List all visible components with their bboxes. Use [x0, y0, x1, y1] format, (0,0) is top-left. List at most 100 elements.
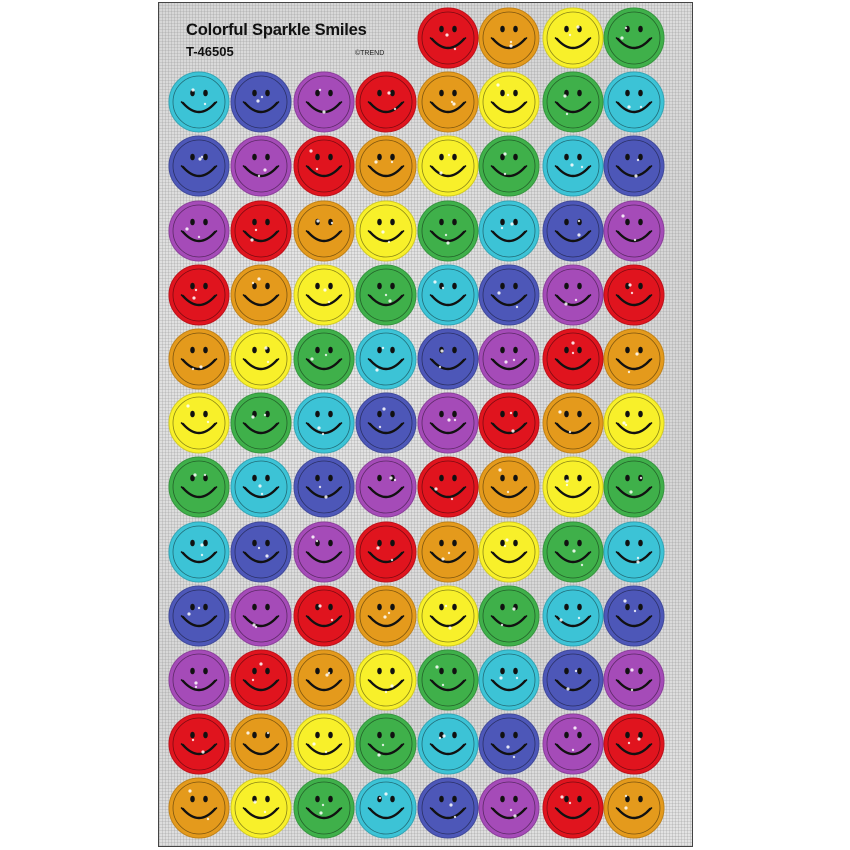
smiley-face-icon — [230, 71, 292, 133]
sticker-cyan — [542, 135, 604, 197]
smiley-face-icon — [478, 777, 540, 839]
smiley-face-icon — [603, 7, 665, 69]
sticker-yellow — [293, 264, 355, 326]
smiley-face-icon — [603, 456, 665, 518]
smiley-face-icon — [417, 7, 479, 69]
smiley-face-icon — [542, 521, 604, 583]
sticker-green — [603, 456, 665, 518]
sticker-cyan — [355, 328, 417, 390]
smiley-face-icon — [603, 777, 665, 839]
sticker-cyan — [355, 777, 417, 839]
smiley-face-icon — [478, 521, 540, 583]
sticker-orange — [603, 328, 665, 390]
smiley-face-icon — [542, 7, 604, 69]
smiley-face-icon — [542, 392, 604, 454]
sticker-yellow — [417, 585, 479, 647]
sticker-cyan — [603, 71, 665, 133]
smiley-face-icon — [417, 456, 479, 518]
sticker-yellow — [355, 200, 417, 262]
sticker-blue — [417, 777, 479, 839]
smiley-face-icon — [478, 328, 540, 390]
sticker-orange — [542, 392, 604, 454]
sticker-green — [355, 713, 417, 775]
smiley-face-icon — [417, 71, 479, 133]
sticker-purple — [603, 200, 665, 262]
smiley-face-icon — [603, 264, 665, 326]
sticker-orange — [603, 777, 665, 839]
smiley-face-icon — [230, 777, 292, 839]
sticker-blue — [293, 456, 355, 518]
smiley-face-icon — [603, 521, 665, 583]
sticker-green — [230, 392, 292, 454]
sticker-purple — [478, 777, 540, 839]
smiley-face-icon — [478, 649, 540, 711]
sticker-green — [168, 456, 230, 518]
smiley-face-icon — [603, 713, 665, 775]
smiley-face-icon — [293, 71, 355, 133]
sticker-green — [417, 200, 479, 262]
smiley-face-icon — [230, 456, 292, 518]
smiley-face-icon — [168, 264, 230, 326]
sticker-green — [355, 264, 417, 326]
smiley-face-icon — [478, 456, 540, 518]
smiley-face-icon — [478, 585, 540, 647]
sticker-blue — [603, 135, 665, 197]
smiley-face-icon — [417, 392, 479, 454]
sticker-yellow — [293, 713, 355, 775]
smiley-face-icon — [542, 328, 604, 390]
sticker-purple — [230, 585, 292, 647]
sticker-yellow — [168, 392, 230, 454]
sticker-orange — [230, 264, 292, 326]
sticker-orange — [355, 585, 417, 647]
sticker-orange — [168, 328, 230, 390]
sticker-blue — [230, 521, 292, 583]
sticker-blue — [603, 585, 665, 647]
sticker-red — [355, 521, 417, 583]
sticker-red — [478, 392, 540, 454]
smiley-face-icon — [355, 585, 417, 647]
sticker-purple — [355, 456, 417, 518]
sticker-red — [168, 264, 230, 326]
sticker-red — [230, 649, 292, 711]
sticker-yellow — [417, 135, 479, 197]
sticker-purple — [293, 521, 355, 583]
smiley-face-icon — [542, 649, 604, 711]
sticker-purple — [542, 264, 604, 326]
smiley-face-icon — [355, 649, 417, 711]
smiley-face-icon — [417, 777, 479, 839]
smiley-face-icon — [293, 713, 355, 775]
smiley-face-icon — [355, 200, 417, 262]
smiley-face-icon — [293, 649, 355, 711]
smiley-face-icon — [355, 456, 417, 518]
sticker-orange — [417, 71, 479, 133]
smiley-face-icon — [542, 264, 604, 326]
sticker-orange — [293, 200, 355, 262]
smiley-face-icon — [417, 264, 479, 326]
sticker-green — [542, 521, 604, 583]
sheet-title: Colorful Sparkle Smiles — [186, 21, 367, 39]
sticker-red — [293, 135, 355, 197]
smiley-face-icon — [478, 7, 540, 69]
smiley-face-icon — [603, 328, 665, 390]
sticker-purple — [542, 713, 604, 775]
smiley-face-icon — [293, 456, 355, 518]
smiley-face-icon — [230, 713, 292, 775]
smiley-face-icon — [230, 585, 292, 647]
sticker-purple — [230, 135, 292, 197]
sticker-blue — [168, 585, 230, 647]
sticker-blue — [542, 200, 604, 262]
smiley-face-icon — [417, 649, 479, 711]
smiley-face-icon — [230, 521, 292, 583]
sticker-yellow — [478, 521, 540, 583]
sticker-blue — [417, 328, 479, 390]
smiley-face-icon — [603, 135, 665, 197]
smiley-face-icon — [230, 135, 292, 197]
sticker-green — [417, 649, 479, 711]
smiley-face-icon — [478, 135, 540, 197]
sticker-purple — [168, 200, 230, 262]
smiley-face-icon — [168, 777, 230, 839]
smiley-face-icon — [417, 713, 479, 775]
smiley-face-icon — [417, 200, 479, 262]
sticker-cyan — [230, 456, 292, 518]
sticker-cyan — [417, 264, 479, 326]
